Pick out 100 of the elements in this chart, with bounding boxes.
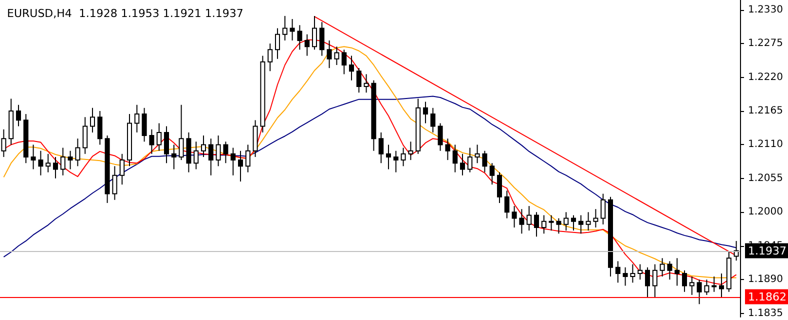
candlestick xyxy=(460,153,465,176)
candlestick xyxy=(149,128,154,154)
candlestick xyxy=(268,43,273,72)
candlestick xyxy=(430,107,436,133)
candlestick xyxy=(120,153,125,186)
candlestick xyxy=(408,141,414,161)
candlestick xyxy=(438,122,443,152)
candlestick xyxy=(290,18,295,41)
candlestick xyxy=(201,135,206,158)
y-tick-label: 1.2330 xyxy=(748,4,783,16)
candlestick xyxy=(400,147,406,167)
candlestick xyxy=(630,264,636,284)
y-tick-label: 1.2000 xyxy=(748,206,783,218)
y-tick-label: 1.1890 xyxy=(748,274,783,286)
y-tick-label: 1.1835 xyxy=(748,308,783,319)
y-tick-label: 1.2220 xyxy=(748,72,783,83)
candlestick xyxy=(16,104,21,127)
candlestick xyxy=(334,46,340,66)
candlestick xyxy=(593,208,598,228)
candlestick xyxy=(682,270,687,292)
candlestick xyxy=(497,172,502,204)
candlestick xyxy=(652,264,658,298)
candlestick xyxy=(46,153,51,173)
candlestick xyxy=(112,166,118,200)
candlestick xyxy=(482,150,488,173)
candlestick xyxy=(134,104,140,133)
candlestick xyxy=(519,208,524,234)
candlestick xyxy=(178,104,184,161)
candlestick xyxy=(342,49,347,75)
ref-line-label: 1.1862 xyxy=(748,290,786,304)
candlestick xyxy=(97,110,102,146)
candlestick xyxy=(364,74,369,94)
candlestick xyxy=(504,190,510,219)
candlestick xyxy=(674,258,680,286)
candlestick xyxy=(30,144,36,170)
candlestick xyxy=(660,258,665,278)
candlestick xyxy=(645,266,650,298)
candlestick xyxy=(75,138,80,167)
y-tick-label: 1.2055 xyxy=(748,172,783,184)
candlestick xyxy=(245,144,250,173)
y-tick-label: 1.2110 xyxy=(748,139,783,150)
candlestick xyxy=(534,212,539,238)
candlestick xyxy=(667,260,672,280)
candlestick xyxy=(393,150,398,173)
candlestick xyxy=(171,144,176,170)
candlestick xyxy=(571,214,576,232)
candlestick xyxy=(38,150,44,176)
candlestick xyxy=(467,147,472,173)
candlestick xyxy=(208,138,214,176)
candlestick xyxy=(445,138,450,161)
candlestick xyxy=(578,214,584,234)
candlestick xyxy=(142,107,147,142)
candlestick xyxy=(600,193,606,225)
candlestick xyxy=(216,135,221,167)
candlestick xyxy=(156,122,162,152)
candlestick xyxy=(275,28,280,60)
candlestick xyxy=(82,116,88,154)
candlestick xyxy=(164,126,169,164)
candlestick xyxy=(556,218,562,234)
candlestick xyxy=(1,128,6,158)
candlestick xyxy=(238,150,243,182)
candlestick xyxy=(586,212,591,232)
candlestick xyxy=(282,15,288,41)
candlestick xyxy=(696,279,702,305)
candlestick xyxy=(194,141,199,170)
candlestick xyxy=(526,206,532,232)
line-series xyxy=(3,96,737,258)
candlestick xyxy=(60,147,66,176)
candlestick xyxy=(689,276,694,296)
y-tick-label: 1.2275 xyxy=(748,38,783,50)
candlestick xyxy=(474,144,480,164)
candlestick xyxy=(704,279,710,296)
candlestick xyxy=(564,212,569,232)
candlestick xyxy=(541,214,546,234)
candlestick xyxy=(68,150,73,170)
y-tick-label: 1.2165 xyxy=(748,105,783,116)
candlestick xyxy=(326,40,332,69)
candlestick xyxy=(90,107,95,133)
candlestick xyxy=(312,15,317,50)
candlestick xyxy=(230,147,236,176)
candlestick xyxy=(319,22,324,56)
candlestick xyxy=(719,272,724,298)
candlestick xyxy=(638,264,643,280)
candlestick xyxy=(223,141,228,164)
candlestick xyxy=(712,276,717,292)
candlestick xyxy=(512,206,517,228)
candlestick xyxy=(615,260,620,284)
text: EURUSD,H4 1.1928 1.1953 1.1921 1.1937 xyxy=(7,7,244,20)
candlestick xyxy=(304,34,310,56)
candlestick xyxy=(490,162,495,186)
candlestick xyxy=(386,144,391,170)
candlestick xyxy=(622,266,628,286)
candlestick xyxy=(423,101,428,124)
candlestick xyxy=(356,68,362,94)
candlestick xyxy=(548,214,554,232)
candlestick xyxy=(349,55,354,81)
candlestick xyxy=(297,24,302,50)
candlestick xyxy=(53,156,58,179)
ref-line-label: 1.1937 xyxy=(748,244,786,258)
candlestick xyxy=(378,132,384,164)
